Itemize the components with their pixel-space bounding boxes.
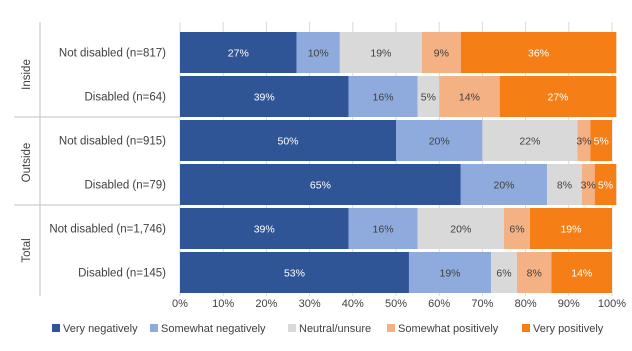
group-labels: Inside Outside Total bbox=[14, 22, 180, 296]
bar-segment bbox=[408, 252, 492, 293]
bar-segment bbox=[180, 252, 409, 293]
data-label: 22% bbox=[519, 136, 540, 148]
legend-swatch bbox=[522, 324, 530, 332]
bar-segment bbox=[180, 120, 396, 161]
data-label: 14% bbox=[459, 92, 480, 104]
category-label: Not disabled (n=1,746) bbox=[49, 224, 166, 236]
bar-segment bbox=[396, 120, 483, 161]
data-label: 20% bbox=[450, 224, 471, 236]
bar-segment bbox=[577, 120, 591, 161]
data-label: 3% bbox=[576, 136, 591, 148]
legend-swatch bbox=[150, 324, 158, 332]
bar-segment bbox=[339, 32, 422, 73]
category-label: Not disabled (n=817) bbox=[59, 48, 166, 60]
data-label: 8% bbox=[557, 180, 572, 192]
bar-segment bbox=[180, 32, 297, 73]
legend-label: Very negatively bbox=[63, 323, 138, 335]
category-label: Disabled (n=64) bbox=[84, 92, 166, 104]
bar-segment bbox=[482, 120, 578, 161]
bar-segment bbox=[594, 164, 617, 205]
bar-segment bbox=[581, 164, 595, 205]
bar-segment bbox=[421, 32, 461, 73]
bar-segment bbox=[417, 76, 440, 117]
data-label: 6% bbox=[509, 224, 524, 236]
data-label: 14% bbox=[571, 268, 592, 280]
x-tick-label: 60% bbox=[428, 298, 450, 310]
data-labels: 27% 10% 19% 9% 36%39% 16% 5% 14% 27%50% 20% 22% 3% 5… bbox=[228, 48, 613, 280]
legend-label: Neutral/unsure bbox=[299, 323, 371, 335]
category-label: Not disabled (n=915) bbox=[59, 136, 166, 148]
legend-swatch bbox=[52, 324, 60, 332]
data-label: 16% bbox=[373, 92, 394, 104]
x-tick-label: 90% bbox=[558, 298, 580, 310]
data-label: 19% bbox=[560, 224, 581, 236]
data-label: 39% bbox=[254, 224, 275, 236]
bar-segment bbox=[439, 76, 500, 117]
x-tick-label: 50% bbox=[385, 298, 407, 310]
bar-segment bbox=[348, 208, 418, 249]
data-label: 39% bbox=[254, 92, 275, 104]
bar-segment bbox=[180, 208, 349, 249]
bar-segment bbox=[516, 252, 552, 293]
legend-label: Very positively bbox=[533, 323, 604, 335]
data-label: 3% bbox=[581, 180, 596, 192]
data-label: 19% bbox=[439, 268, 460, 280]
legend: Very negatively Somewhat negatively Neutra… bbox=[52, 323, 604, 335]
bar-segment bbox=[504, 208, 530, 249]
data-label: 20% bbox=[429, 136, 450, 148]
bar-segment bbox=[529, 208, 612, 249]
bar-segment bbox=[499, 76, 617, 117]
data-label: 5% bbox=[598, 180, 613, 192]
data-label: 10% bbox=[308, 48, 329, 60]
bar-segment bbox=[348, 76, 418, 117]
data-label: 65% bbox=[310, 180, 331, 192]
group-label: Total bbox=[21, 238, 33, 262]
bar-segment bbox=[296, 32, 340, 73]
data-label: 16% bbox=[373, 224, 394, 236]
x-tick-label: 40% bbox=[342, 298, 364, 310]
bar-segment bbox=[417, 208, 504, 249]
data-label: 19% bbox=[370, 48, 391, 60]
x-tick-label: 100% bbox=[598, 298, 626, 310]
data-label: 5% bbox=[594, 136, 609, 148]
bar-segment bbox=[590, 120, 612, 161]
x-tick-label: 20% bbox=[255, 298, 277, 310]
x-tick-label: 0% bbox=[172, 298, 188, 310]
x-tick-label: 70% bbox=[471, 298, 493, 310]
data-label: 36% bbox=[528, 48, 549, 60]
legend-label: Somewhat negatively bbox=[161, 323, 266, 335]
data-label: 6% bbox=[496, 268, 511, 280]
bar-segment bbox=[180, 164, 461, 205]
category-label: Disabled (n=79) bbox=[84, 180, 166, 192]
bars bbox=[180, 32, 617, 293]
group-label: Inside bbox=[21, 59, 33, 90]
data-label: 53% bbox=[284, 268, 305, 280]
legend-label: Somewhat positively bbox=[398, 323, 499, 335]
x-tick-label: 30% bbox=[299, 298, 321, 310]
group-label: Outside bbox=[21, 143, 33, 183]
bar-segment bbox=[491, 252, 517, 293]
data-label: 50% bbox=[277, 136, 298, 148]
legend-swatch bbox=[387, 324, 395, 332]
category-label: Disabled (n=145) bbox=[78, 268, 166, 280]
data-label: 8% bbox=[527, 268, 542, 280]
bar-segment bbox=[547, 164, 582, 205]
bar-segment bbox=[460, 164, 548, 205]
legend-swatch bbox=[288, 324, 296, 332]
data-label: 9% bbox=[434, 48, 449, 60]
bar-segment bbox=[180, 76, 349, 117]
category-labels: Not disabled (n=817) Disabled (n=64) Not d… bbox=[49, 48, 166, 280]
data-label: 27% bbox=[547, 92, 568, 104]
x-tick-label: 80% bbox=[515, 298, 537, 310]
x-axis-ticks: 0% 10% 20% 30% 40% 50% 60% 70% 80% 90% 100% bbox=[172, 298, 626, 310]
data-label: 5% bbox=[421, 92, 436, 104]
bar-segment bbox=[551, 252, 612, 293]
x-tick-label: 10% bbox=[212, 298, 234, 310]
data-label: 27% bbox=[228, 48, 249, 60]
data-label: 20% bbox=[493, 180, 514, 192]
bar-segment bbox=[460, 32, 617, 73]
